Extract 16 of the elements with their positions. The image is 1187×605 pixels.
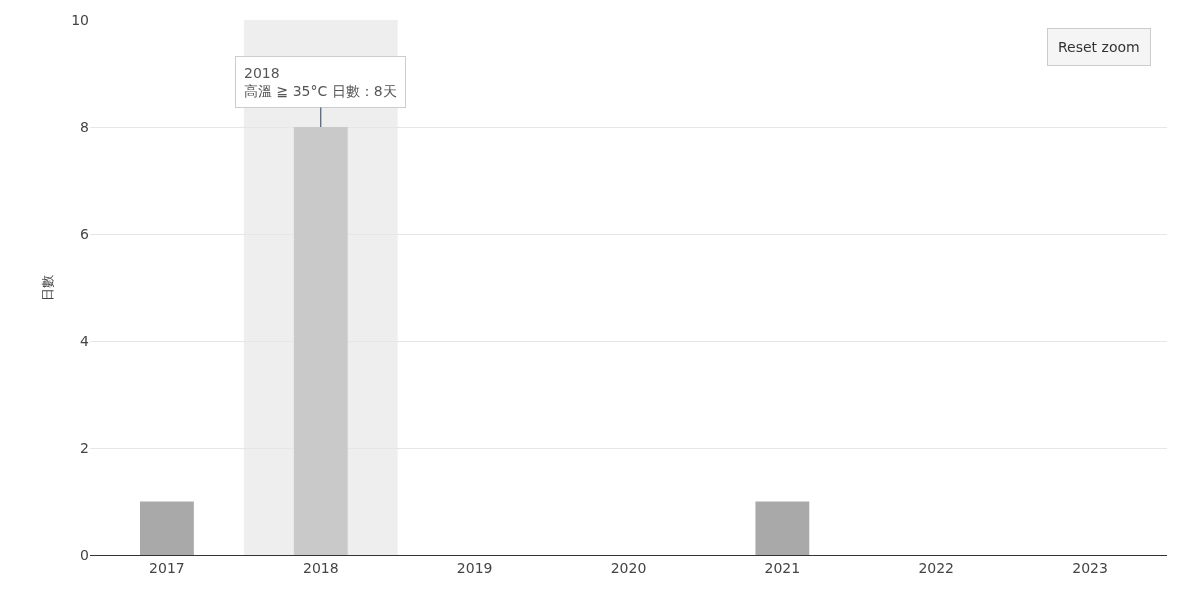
x-tick-label: 2018 <box>302 559 339 576</box>
annotation: Reset zoom <box>1058 39 1140 55</box>
x-tick-label: 2021 <box>764 559 801 576</box>
y-tick-label: 2 <box>80 439 89 456</box>
y-tick-label: 4 <box>80 332 90 349</box>
x-tick-label: 2020 <box>610 559 647 576</box>
y-tick-label: 10 <box>71 11 89 28</box>
x-tick-label: 2023 <box>1072 559 1108 576</box>
x-tick-label: 2017 <box>149 559 185 576</box>
x-tick-label: 2019 <box>456 559 493 576</box>
y-tick-label: 8 <box>80 118 89 135</box>
x-tick-label: 2022 <box>918 559 955 576</box>
y-axis-title: 日數 <box>40 274 56 301</box>
y-tick-label: 6 <box>80 225 90 242</box>
annotation: 2018 高溫 ≧ 35°C 日數：8天 <box>244 65 397 100</box>
y-tick-label: 0 <box>80 546 89 563</box>
